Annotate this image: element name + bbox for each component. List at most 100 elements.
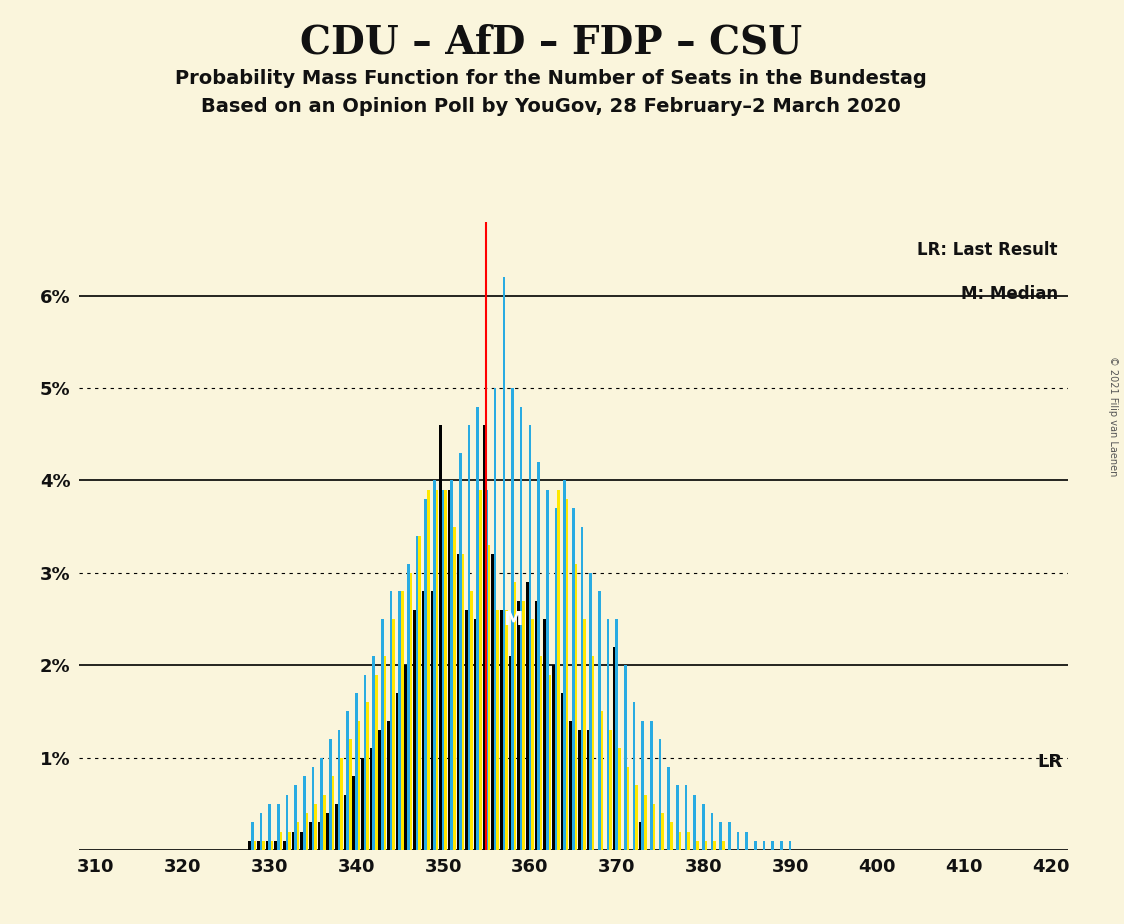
Bar xyxy=(277,804,280,850)
Bar xyxy=(737,832,740,850)
Bar xyxy=(696,841,699,850)
Bar xyxy=(728,822,731,850)
Bar xyxy=(552,665,554,850)
Bar xyxy=(618,748,620,850)
Bar xyxy=(370,748,372,850)
Bar xyxy=(251,822,254,850)
Bar xyxy=(355,693,357,850)
Bar xyxy=(265,841,269,850)
Bar xyxy=(427,490,429,850)
Bar xyxy=(676,785,679,850)
Bar xyxy=(274,841,277,850)
Bar xyxy=(705,841,707,850)
Bar xyxy=(488,545,490,850)
Bar xyxy=(292,832,294,850)
Bar xyxy=(257,841,260,850)
Bar xyxy=(323,795,326,850)
Bar xyxy=(719,822,722,850)
Bar xyxy=(439,425,442,850)
Text: CDU – AfD – FDP – CSU: CDU – AfD – FDP – CSU xyxy=(300,23,801,61)
Bar xyxy=(262,841,265,850)
Bar xyxy=(554,508,558,850)
Bar xyxy=(526,582,528,850)
Bar xyxy=(398,591,401,850)
Text: M: M xyxy=(502,610,523,628)
Bar xyxy=(283,841,285,850)
Bar xyxy=(535,601,537,850)
Bar xyxy=(248,841,251,850)
Text: Probability Mass Function for the Number of Seats in the Bundestag: Probability Mass Function for the Number… xyxy=(175,69,926,89)
Bar xyxy=(532,619,534,850)
Bar xyxy=(474,619,477,850)
Bar xyxy=(422,591,425,850)
Bar xyxy=(297,822,299,850)
Bar xyxy=(447,490,451,850)
Bar xyxy=(633,702,635,850)
Bar xyxy=(337,730,341,850)
Bar xyxy=(465,610,468,850)
Bar xyxy=(390,591,392,850)
Bar xyxy=(341,758,343,850)
Bar xyxy=(425,499,427,850)
Bar xyxy=(540,656,543,850)
Bar xyxy=(329,739,332,850)
Text: © 2021 Filip van Laenen: © 2021 Filip van Laenen xyxy=(1108,356,1118,476)
Bar xyxy=(315,804,317,850)
Bar xyxy=(511,388,514,850)
Bar xyxy=(589,573,592,850)
Bar xyxy=(661,813,664,850)
Bar xyxy=(520,407,523,850)
Bar xyxy=(563,480,565,850)
Bar xyxy=(624,665,626,850)
Bar xyxy=(523,601,525,850)
Bar xyxy=(493,388,497,850)
Bar xyxy=(642,721,644,850)
Bar xyxy=(379,730,381,850)
Bar xyxy=(254,841,256,850)
Bar xyxy=(502,277,505,850)
Bar xyxy=(546,490,549,850)
Bar xyxy=(609,730,611,850)
Bar xyxy=(505,610,508,850)
Bar xyxy=(710,813,714,850)
Bar xyxy=(780,841,782,850)
Bar xyxy=(288,832,291,850)
Bar xyxy=(497,610,499,850)
Bar xyxy=(578,730,581,850)
Bar xyxy=(650,721,653,850)
Bar xyxy=(364,675,366,850)
Bar xyxy=(300,832,303,850)
Bar xyxy=(688,832,690,850)
Bar xyxy=(543,619,546,850)
Bar xyxy=(459,453,462,850)
Bar xyxy=(565,499,569,850)
Bar xyxy=(303,776,306,850)
Bar xyxy=(372,656,375,850)
Bar xyxy=(754,841,756,850)
Bar xyxy=(613,647,615,850)
Bar xyxy=(444,490,447,850)
Bar xyxy=(471,591,473,850)
Bar xyxy=(587,730,589,850)
Bar xyxy=(517,601,520,850)
Bar xyxy=(789,841,791,850)
Bar xyxy=(285,795,288,850)
Bar xyxy=(607,619,609,850)
Bar xyxy=(626,767,629,850)
Bar xyxy=(468,425,471,850)
Bar xyxy=(500,610,502,850)
Bar xyxy=(722,841,725,850)
Bar xyxy=(326,813,329,850)
Bar xyxy=(311,767,315,850)
Bar xyxy=(309,822,311,850)
Bar xyxy=(615,619,618,850)
Bar xyxy=(572,508,574,850)
Text: LR: Last Result: LR: Last Result xyxy=(917,240,1058,259)
Bar xyxy=(414,610,416,850)
Text: Based on an Opinion Poll by YouGov, 28 February–2 March 2020: Based on an Opinion Poll by YouGov, 28 F… xyxy=(201,97,900,116)
Bar xyxy=(514,582,516,850)
Bar xyxy=(635,785,638,850)
Bar xyxy=(357,721,360,850)
Bar xyxy=(679,832,681,850)
Bar xyxy=(401,591,404,850)
